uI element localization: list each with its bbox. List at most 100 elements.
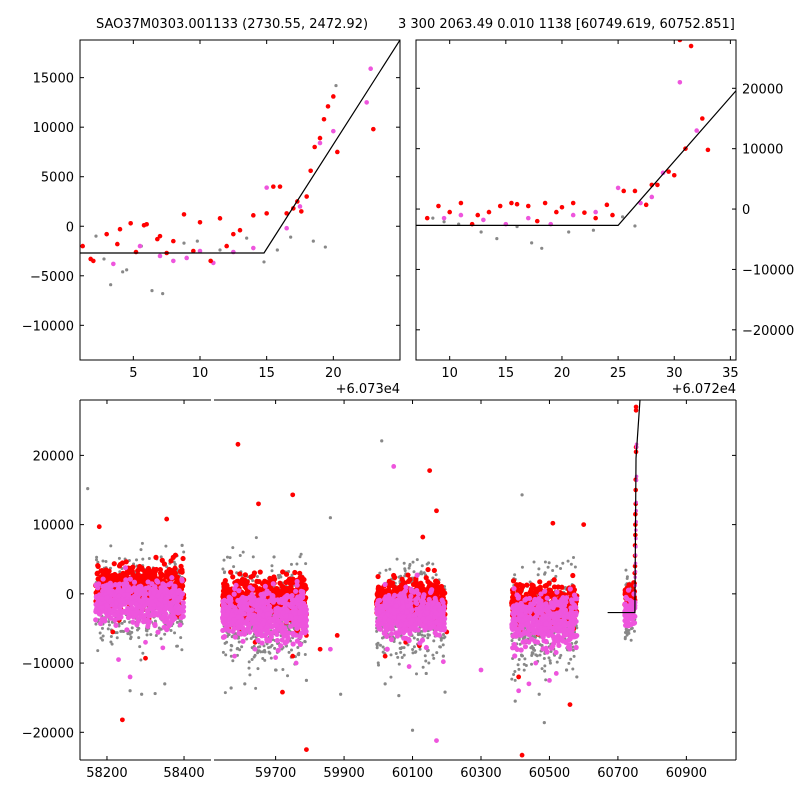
data-point-red [610,212,615,218]
data-point-pink [233,582,239,588]
data-point-gray [247,666,251,670]
data-point-red [312,144,317,150]
data-point-red [231,231,236,237]
data-point-red [391,572,397,579]
data-point-red [528,586,534,592]
outlier-point-gray [274,668,278,672]
outlier-point-red [519,752,525,758]
axes-frame [79,39,401,361]
data-point-pink [166,582,172,588]
data-point-gray [247,660,251,664]
data-point-red [549,590,555,596]
data-point-red [688,43,694,49]
data-point-gray [121,270,125,274]
data-point-gray [411,647,415,651]
x-tick-label: 30 [666,366,683,381]
outlier-point-red [96,524,102,530]
data-point-pink [146,613,152,619]
x-tick-label: 15 [498,366,515,381]
data-point-gray [140,541,144,545]
data-point-red [621,188,627,194]
data-point-gray [159,637,163,641]
outlier-point-red [581,522,587,528]
data-point-gray [169,629,173,633]
data-point-gray [268,651,272,655]
data-point-red [144,571,150,577]
data-point-pink [180,608,187,614]
data-point-gray [137,636,141,640]
data-point-gray [94,558,98,562]
data-point-gray [376,661,380,665]
data-point-red [224,243,229,249]
data-point-pink [161,583,167,589]
data-point-gray [123,620,127,624]
data-point-gray [141,557,145,561]
data-point-gray [555,660,559,664]
data-point-gray [388,567,392,571]
data-point-gray [523,657,527,661]
data-point-gray [129,635,133,639]
data-point-red [570,200,576,206]
data-point-gray [536,573,540,577]
data-point-gray [221,567,225,571]
data-point-red [104,231,109,237]
outlier-point-gray [304,678,309,682]
data-point-gray [442,220,446,224]
data-point-pink [152,622,158,629]
data-point-pink [525,215,531,221]
data-point-red [237,227,243,233]
data-point-gray [532,560,536,564]
outlier-point-red [280,689,285,695]
data-point-gray [303,640,307,644]
data-point-gray [414,672,418,676]
data-point-red [297,570,303,576]
data-point-gray [625,633,629,637]
data-point-gray [286,674,290,678]
data-point-red [264,211,269,216]
data-point-red [217,216,223,221]
data-point-pink [130,619,136,625]
data-point-red [655,182,660,188]
data-point-pink [364,100,369,105]
data-point-gray [149,633,153,637]
fit-line [416,90,736,226]
data-point-red [271,184,276,189]
data-point-red [317,135,323,141]
data-point-pink [120,608,126,615]
outlier-point-gray [243,682,247,686]
data-point-gray [227,633,231,637]
data-point-gray [144,629,148,633]
data-point-gray [115,636,119,640]
data-point-pink [149,601,155,607]
data-point-gray [218,248,222,252]
data-point-red [604,202,610,208]
data-point-gray [175,620,179,624]
data-point-red [335,149,340,155]
data-point-gray [96,649,100,653]
outlier-point-red [235,441,241,447]
outlier-point-gray [424,671,428,676]
outlier-point-red [256,501,261,507]
data-point-pink [180,613,186,620]
data-point-pink [157,253,163,259]
data-point-pink [117,581,123,587]
data-point-pink [249,586,256,592]
data-point-gray [94,234,98,238]
data-point-red [643,202,649,208]
data-point-gray [426,633,430,637]
data-point-pink [168,606,174,612]
data-point-pink [115,593,122,599]
data-point-red [437,588,443,594]
data-point-red [133,249,139,255]
data-point-red [632,188,638,194]
x-tick-label: 15 [258,366,275,381]
outlier-point-red [290,492,296,498]
outlier-point-red [516,674,522,680]
data-point-gray [423,654,427,658]
data-point-pink [294,578,300,585]
data-point-red [155,236,160,242]
data-point-red [179,569,185,575]
data-point-gray [273,646,277,650]
data-point-pink [106,589,112,595]
